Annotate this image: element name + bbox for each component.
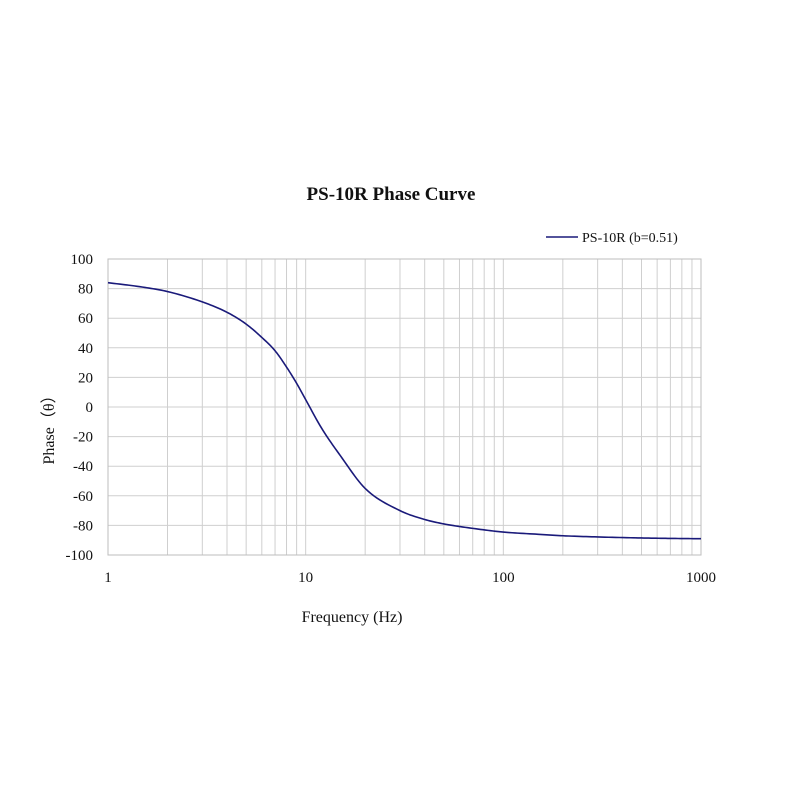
y-tick-label: -40	[73, 459, 93, 475]
x-tick-label: 100	[492, 570, 515, 586]
y-axis-label: Phase（θ）	[40, 388, 58, 465]
legend-entry: PS-10R (b=0.51)	[582, 231, 678, 246]
chart-title: PS-10R Phase Curve	[307, 184, 476, 205]
y-tick-label: -80	[73, 518, 93, 534]
y-tick-label: 20	[78, 370, 93, 386]
legend: PS-10R (b=0.51)	[546, 231, 678, 246]
x-tick-label: 10	[298, 570, 313, 586]
series-line	[107, 281, 702, 540]
y-tick-label: -60	[73, 489, 93, 505]
y-tick-label: 80	[78, 282, 93, 298]
y-tick-label: 40	[78, 341, 93, 357]
x-tick-label: 1	[104, 570, 112, 586]
x-axis-label: Frequency (Hz)	[302, 609, 403, 626]
plot-frame	[107, 258, 702, 556]
y-tick-label: 60	[78, 311, 93, 327]
x-tick-label: 1000	[686, 570, 716, 586]
x-axis-ticks: 1 10 100 1000	[104, 570, 716, 586]
y-tick-label: 100	[71, 252, 94, 268]
y-tick-label: -20	[73, 430, 93, 446]
y-tick-label: -100	[66, 548, 94, 564]
grid	[108, 258, 701, 556]
y-axis-ticks: 100 80 60 40 20 0 -20 -40 -60 -80 -100	[66, 252, 94, 564]
y-tick-label: 0	[86, 400, 94, 416]
series-layer	[107, 281, 702, 540]
